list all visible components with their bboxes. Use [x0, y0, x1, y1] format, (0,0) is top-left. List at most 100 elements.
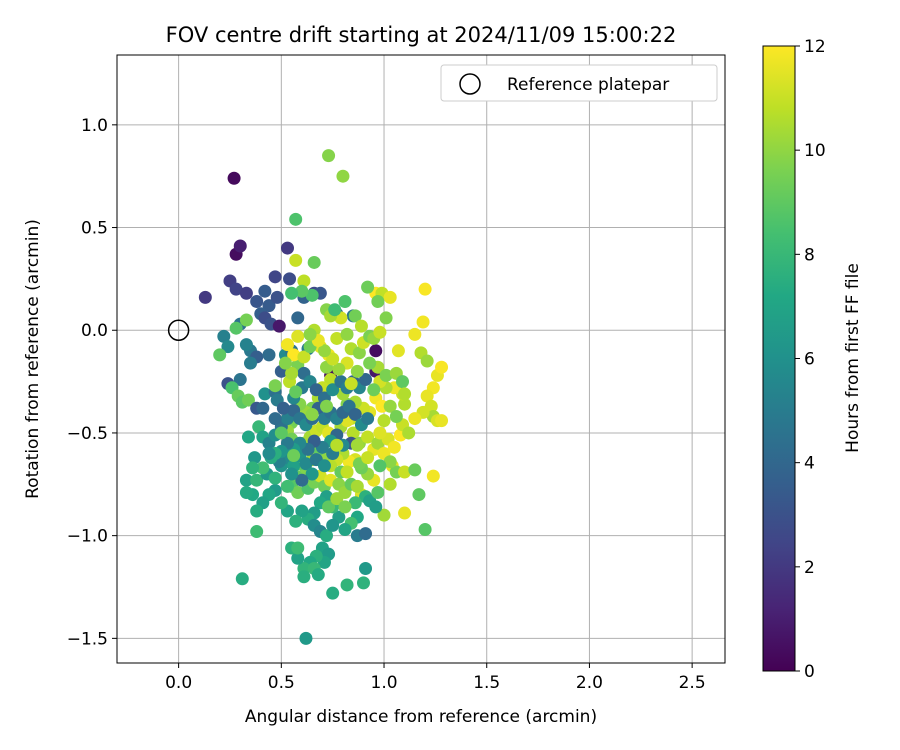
data-point — [241, 430, 255, 444]
data-point — [272, 319, 286, 333]
data-point — [324, 373, 338, 387]
data-point — [363, 356, 377, 370]
data-point — [299, 631, 313, 645]
data-point — [348, 309, 362, 323]
colorbar-ticks: 0 2 4 6 8 10 12 — [795, 37, 826, 682]
data-point — [270, 290, 284, 304]
plot-frame — [116, 54, 726, 664]
colorbar-tick-label: 2 — [804, 558, 815, 578]
data-point — [305, 467, 319, 481]
data-point — [213, 348, 227, 362]
y-tick-label: 0.5 — [81, 219, 108, 239]
x-tick-label: 0.5 — [268, 673, 295, 693]
data-point — [418, 522, 432, 536]
data-point — [280, 479, 294, 493]
data-point — [262, 299, 276, 313]
legend-reference-marker — [459, 73, 481, 95]
data-point — [250, 473, 264, 487]
data-point — [350, 364, 364, 378]
data-point — [317, 459, 331, 473]
data-point — [361, 430, 375, 444]
data-point — [402, 426, 416, 440]
data-point — [383, 290, 397, 304]
data-point — [309, 383, 323, 397]
y-tick-label: −0.5 — [67, 424, 108, 444]
data-point — [320, 399, 334, 413]
data-point — [297, 570, 311, 584]
data-point — [348, 407, 362, 421]
data-point — [359, 527, 373, 541]
data-point — [289, 253, 303, 267]
data-point — [330, 492, 344, 506]
data-point — [283, 272, 297, 286]
colorbar-tick-label: 12 — [804, 37, 826, 57]
data-point — [239, 473, 253, 487]
data-point — [336, 169, 350, 183]
data-point — [359, 562, 373, 576]
x-tick-label: 2.5 — [679, 673, 706, 693]
y-tick-label: −1.5 — [67, 629, 108, 649]
data-point — [420, 389, 434, 403]
data-point — [371, 294, 385, 308]
data-point — [268, 412, 282, 426]
data-point — [383, 455, 397, 469]
colorbar: 0 2 4 6 8 10 12 Hours from first FF file — [762, 37, 863, 682]
data-point — [317, 344, 331, 358]
y-tick-label: 0.0 — [81, 321, 108, 341]
data-point — [289, 385, 303, 399]
data-point — [280, 338, 294, 352]
reference-platepar-marker — [167, 319, 190, 341]
data-point — [311, 568, 325, 582]
data-point — [262, 348, 276, 362]
data-point — [295, 473, 309, 487]
data-point — [291, 311, 305, 325]
data-point — [289, 212, 303, 226]
data-point — [268, 270, 282, 284]
data-point — [435, 414, 449, 428]
data-point — [398, 387, 412, 401]
x-axis-ticks: 0.0 0.5 1.0 1.5 2.0 2.5 — [165, 663, 706, 693]
data-point — [262, 446, 276, 460]
chart-title: FOV centre drift starting at 2024/11/09 … — [166, 23, 677, 47]
data-point — [285, 366, 299, 380]
data-point — [361, 451, 375, 465]
data-point — [303, 327, 317, 341]
y-axis-ticks: −1.5 −1.0 −0.5 0.0 0.5 1.0 — [67, 116, 117, 649]
data-point — [330, 438, 344, 452]
data-point — [373, 426, 387, 440]
data-point — [295, 504, 309, 518]
data-point — [328, 303, 342, 317]
data-point — [299, 457, 313, 471]
x-tick-label: 0.0 — [165, 673, 192, 693]
data-point — [250, 294, 264, 308]
data-point — [250, 504, 264, 518]
data-point — [326, 383, 340, 397]
data-point — [379, 368, 393, 382]
data-point — [297, 274, 311, 288]
data-point — [418, 282, 432, 296]
data-point — [252, 420, 266, 434]
data-point — [389, 410, 403, 424]
colorbar-label: Hours from first FF file — [843, 263, 863, 453]
data-point — [291, 329, 305, 343]
colorbar-tick-label: 8 — [804, 245, 815, 265]
data-point — [338, 522, 352, 536]
data-point — [371, 486, 385, 500]
data-point — [350, 438, 364, 452]
data-point — [268, 471, 282, 485]
data-point — [379, 311, 393, 325]
data-point — [320, 529, 334, 543]
data-point — [340, 465, 354, 479]
data-point — [227, 171, 241, 185]
data-point — [398, 506, 412, 520]
data-point — [297, 350, 311, 364]
data-point — [398, 397, 412, 411]
data-point — [435, 360, 449, 374]
data-point — [367, 383, 381, 397]
data-point — [256, 461, 270, 475]
data-point — [391, 344, 405, 358]
data-point — [356, 576, 370, 590]
data-point — [338, 500, 352, 514]
colorbar-tick-label: 4 — [804, 454, 815, 474]
data-point — [258, 387, 272, 401]
